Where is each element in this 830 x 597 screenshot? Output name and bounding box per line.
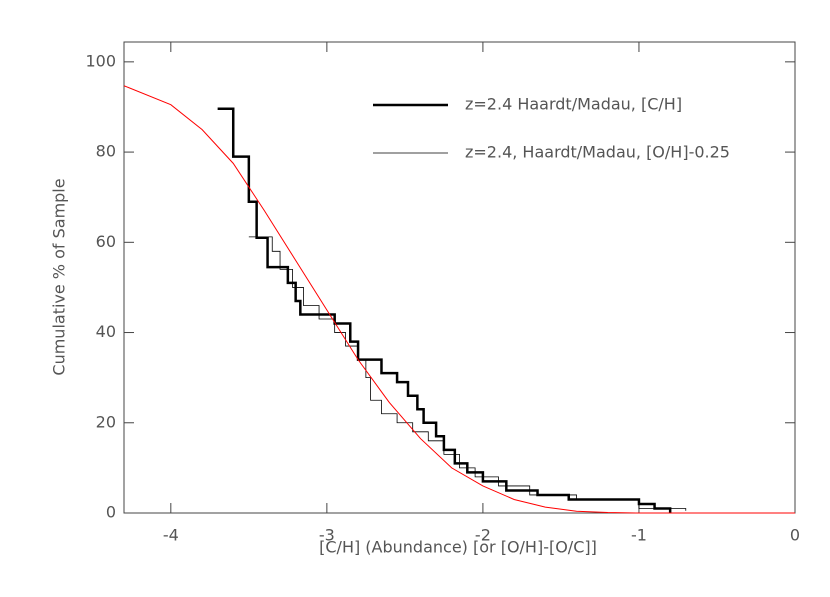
y-tick-label: 20 [96,412,116,431]
x-axis-label: [C/H] (Abundance) [or [O/H]-[O/C]] [319,538,597,557]
series-line [123,85,795,514]
series-line [217,107,672,513]
legend-label: z=2.4 Haardt/Madau, [C/H] [465,95,682,114]
x-tick-label: 0 [790,526,800,545]
y-tick-label: 60 [96,232,116,251]
x-tick-label: -4 [163,526,179,545]
series-line [248,236,687,511]
x-tick-label: -1 [631,526,647,545]
y-tick-label: 100 [85,51,116,70]
x-tick-label: -2 [475,526,491,545]
legend-label: z=2.4, Haardt/Madau, [O/H]-0.25 [465,143,730,162]
y-axis-label: Cumulative % of Sample [50,178,69,375]
y-tick-label: 0 [106,503,116,522]
plot-frame [123,41,796,514]
y-tick-label: 80 [96,142,116,161]
y-tick-label: 40 [96,322,116,341]
x-tick-label: -3 [319,526,335,545]
